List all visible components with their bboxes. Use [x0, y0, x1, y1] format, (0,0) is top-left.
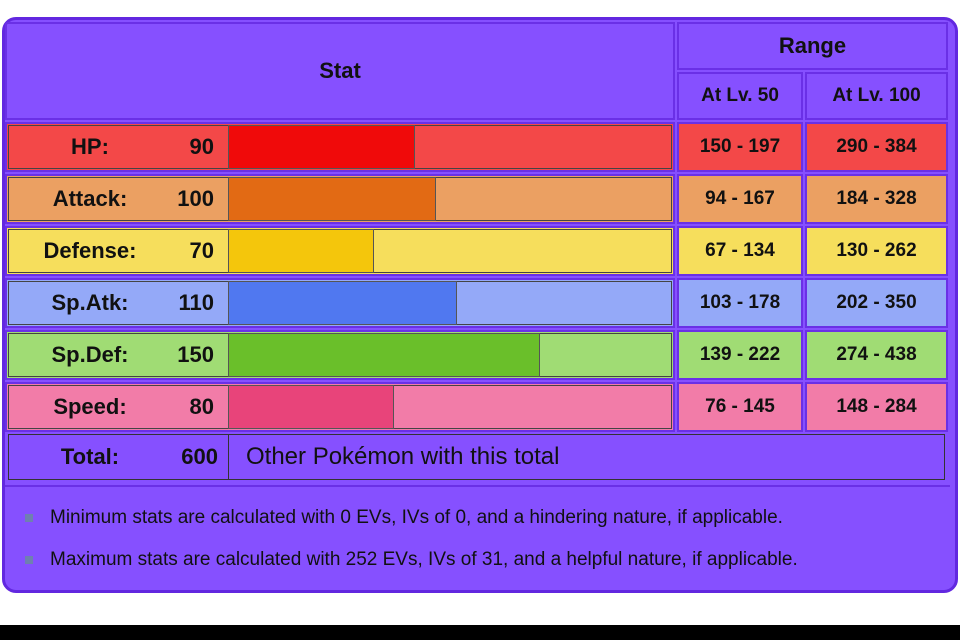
stat-value: 70	[189, 238, 214, 263]
bullet	[25, 556, 33, 564]
stat-name: Attack:	[52, 186, 128, 211]
note: Minimum stats are calculated with 0 EVs,…	[50, 507, 783, 528]
stat-header: Stat	[5, 22, 675, 120]
bullet	[25, 514, 33, 522]
lv100-header: At Lv. 100	[805, 72, 948, 120]
bottom-bar	[0, 625, 960, 640]
lv100-range: 130 - 262	[805, 226, 948, 276]
stat-bar	[228, 229, 374, 273]
stat-name: Sp.Def:	[51, 342, 129, 367]
lv50-range: 139 - 222	[677, 330, 803, 380]
lv50-range: 150 - 197	[677, 122, 803, 172]
stat-bar	[228, 333, 540, 377]
range-header: Range	[677, 22, 948, 70]
stat-bar	[228, 177, 436, 221]
stat-name: Speed:	[53, 394, 127, 419]
lv50-range: 76 - 145	[677, 382, 803, 432]
total-value: 600	[181, 444, 218, 469]
lv50-header: At Lv. 50	[677, 72, 803, 120]
stat-value: 80	[189, 394, 214, 419]
stat-name: HP:	[71, 134, 109, 159]
lv100-range: 202 - 350	[805, 278, 948, 328]
lv100-range: 148 - 284	[805, 382, 948, 432]
separator	[228, 434, 229, 480]
note: Maximum stats are calculated with 252 EV…	[50, 549, 798, 570]
stat-name: Sp.Atk:	[51, 290, 129, 315]
lv100-range: 290 - 384	[805, 122, 948, 172]
total-label: Total:	[60, 444, 120, 469]
lv50-range: 94 - 167	[677, 174, 803, 224]
total-row	[8, 434, 945, 480]
stat-value: 90	[189, 134, 214, 159]
stat-bar	[228, 281, 457, 325]
lv50-range: 103 - 178	[677, 278, 803, 328]
total-link[interactable]: Other Pokémon with this total	[246, 443, 560, 470]
lv50-range: 67 - 134	[677, 226, 803, 276]
stat-value: 110	[178, 290, 215, 315]
stat-value: 100	[177, 186, 214, 211]
stat-value: 150	[177, 342, 214, 367]
lv100-range: 184 - 328	[805, 174, 948, 224]
lv100-range: 274 - 438	[805, 330, 948, 380]
notes-box	[5, 485, 950, 588]
stat-bar	[228, 125, 416, 169]
stat-name: Defense:	[43, 238, 137, 263]
stat-bar	[228, 385, 395, 429]
